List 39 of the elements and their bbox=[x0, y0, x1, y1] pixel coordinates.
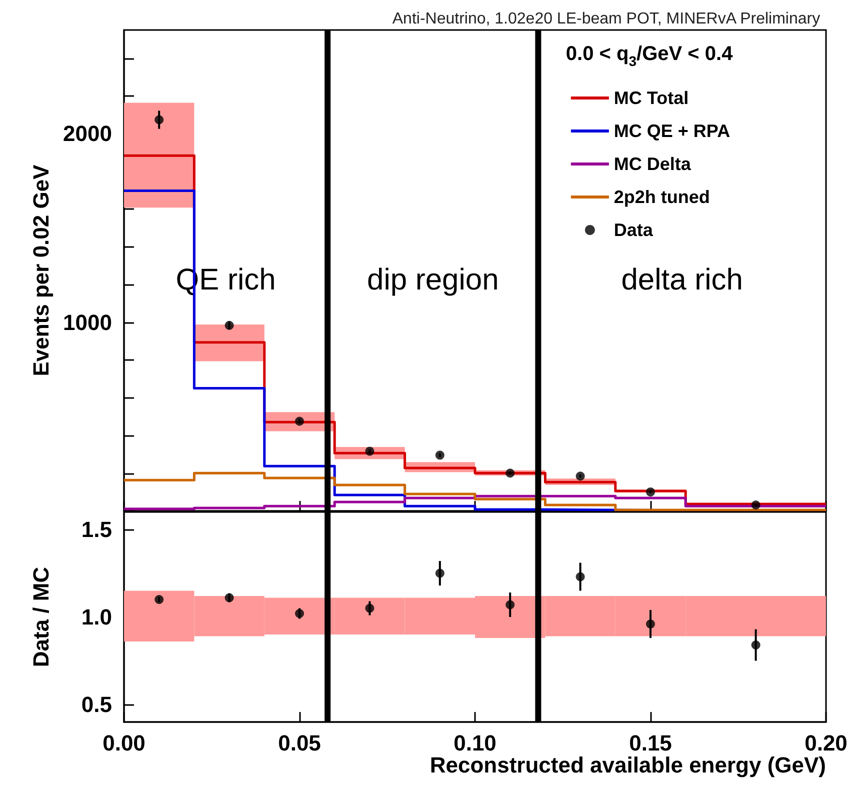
point bbox=[224, 320, 234, 330]
point bbox=[646, 487, 655, 496]
point bbox=[365, 446, 374, 456]
legend-label: MC QE + RPA bbox=[614, 121, 730, 141]
x-tick-label: 0.15 bbox=[629, 730, 672, 756]
y-tick-label: 1000 bbox=[63, 310, 112, 335]
annotation: delta rich bbox=[621, 264, 743, 297]
point bbox=[576, 572, 585, 582]
point bbox=[154, 115, 164, 124]
legend-label: MC Delta bbox=[614, 154, 692, 174]
point bbox=[435, 568, 444, 578]
legend-label: Data bbox=[614, 220, 654, 240]
y-tick-label: 2000 bbox=[63, 121, 112, 146]
y-axis-title: Data / MC bbox=[28, 566, 54, 668]
point bbox=[506, 468, 515, 478]
point bbox=[576, 472, 585, 481]
point bbox=[435, 450, 444, 460]
legend-label: MC Total bbox=[614, 88, 689, 108]
point bbox=[295, 609, 304, 618]
annotation: dip region bbox=[366, 264, 499, 297]
chart-title: Anti-Neutrino, 1.02e20 LE-beam POT, MINERvA Preliminary bbox=[392, 10, 820, 28]
x-tick-label: 0.00 bbox=[102, 730, 146, 756]
x-tick-label: 0.10 bbox=[454, 730, 496, 756]
x-tick-label: 0.05 bbox=[278, 730, 321, 756]
y-tick-label: 0.5 bbox=[81, 692, 112, 717]
point bbox=[751, 640, 760, 650]
y-tick-label: 1.0 bbox=[81, 604, 112, 630]
point bbox=[295, 416, 304, 426]
point bbox=[646, 620, 655, 628]
point bbox=[506, 600, 515, 610]
point bbox=[224, 593, 234, 602]
point bbox=[751, 500, 760, 510]
legend-label: 2p2h tuned bbox=[614, 187, 710, 207]
x-axis-title: Reconstructed available energy (GeV) bbox=[430, 752, 826, 778]
y-axis-title: Events per 0.02 GeV bbox=[28, 164, 54, 376]
point bbox=[365, 604, 374, 613]
point bbox=[154, 595, 164, 604]
y-tick-label: 1.5 bbox=[81, 517, 112, 542]
x-tick-label: 0.20 bbox=[804, 730, 848, 756]
